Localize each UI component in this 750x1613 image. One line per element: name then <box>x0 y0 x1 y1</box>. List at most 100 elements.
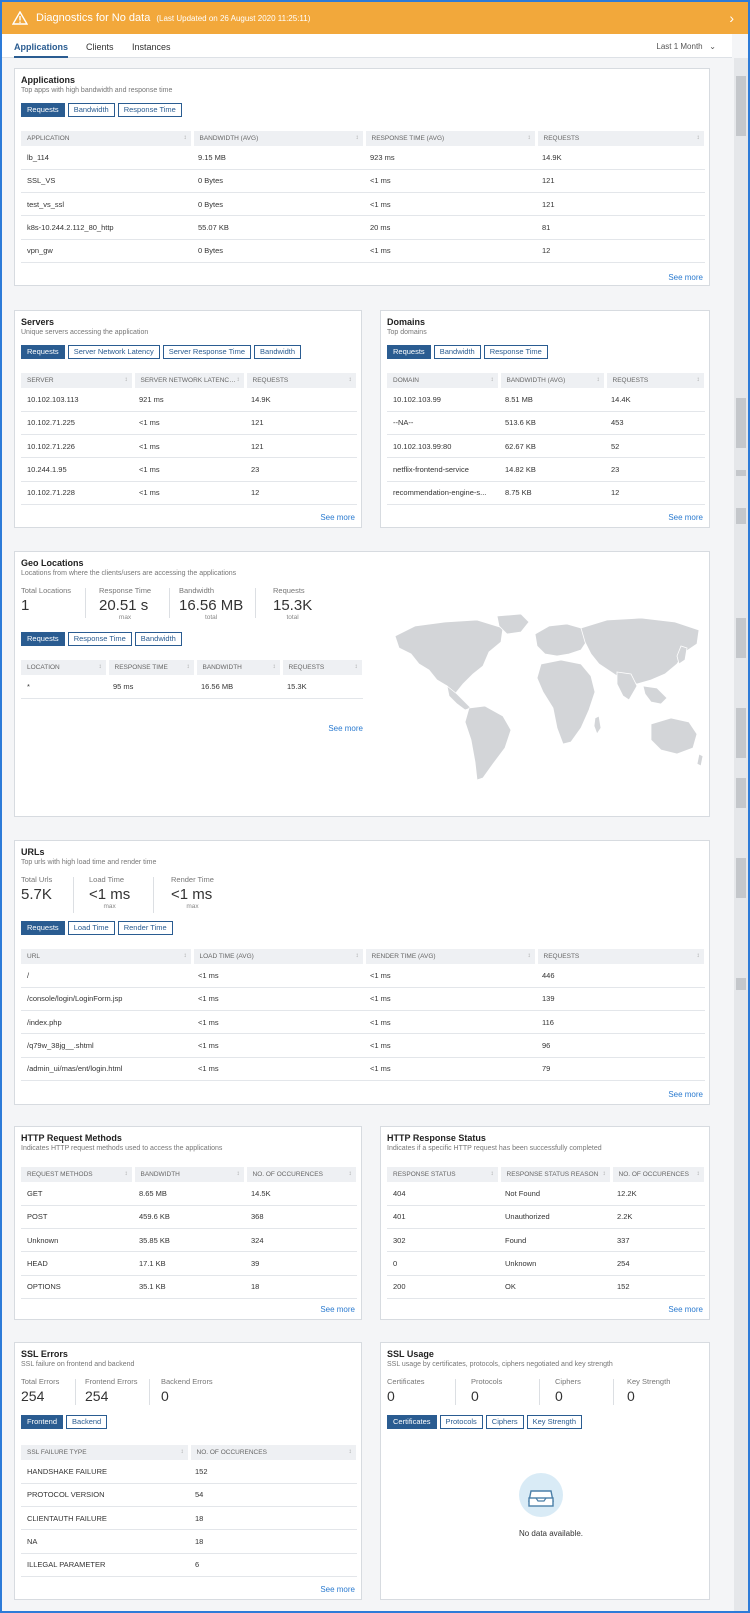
column-header[interactable]: DOMAIN ↕ <box>387 373 501 388</box>
key-strength-button[interactable]: Key Strength <box>526 1415 582 1429</box>
column-header[interactable]: SSL FAILURE TYPE ↕ <box>21 1445 191 1460</box>
table-row[interactable]: OPTIONS 35.1 KB 18 <box>21 1275 357 1299</box>
render-time-button[interactable]: Render Time <box>117 921 173 935</box>
column-header[interactable]: SERVER NETWORK LATENCY (... ↕ <box>133 373 247 388</box>
table-row[interactable]: 10.244.1.95 <1 ms 23 <box>21 457 357 482</box>
column-header[interactable]: RESPONSE STATUS ↕ <box>387 1167 501 1182</box>
column-header[interactable]: BANDWIDTH ↕ <box>195 660 283 675</box>
requests-button[interactable]: Requests <box>21 345 65 359</box>
table-row[interactable]: Unknown 35.85 KB 324 <box>21 1228 357 1253</box>
server-response-time-button[interactable]: Server Response Time <box>162 345 252 359</box>
table-row[interactable]: NA 18 <box>21 1529 357 1554</box>
table-row[interactable]: * 95 ms 16.56 MB 15.3K <box>21 675 363 699</box>
table-row[interactable]: HANDSHAKE FAILURE 152 <box>21 1460 357 1484</box>
column-header[interactable]: NO. OF OCCURENCES ↕ <box>611 1167 707 1182</box>
response-time-button[interactable]: Response Time <box>483 345 548 359</box>
certificates-button[interactable]: Certificates <box>387 1415 437 1429</box>
column-header[interactable]: RESPONSE STATUS REASON ↕ <box>499 1167 613 1182</box>
backend-button[interactable]: Backend <box>66 1415 108 1429</box>
table-row[interactable]: /index.php <1 ms <1 ms 116 <box>21 1010 705 1035</box>
table-row[interactable]: 10.102.71.228 <1 ms 12 <box>21 481 357 505</box>
table-row[interactable]: CLIENTAUTH FAILURE 18 <box>21 1506 357 1531</box>
table-row[interactable]: HEAD 17.1 KB 39 <box>21 1251 357 1276</box>
column-header[interactable]: BANDWIDTH ↕ <box>133 1167 247 1182</box>
table-row[interactable]: PROTOCOL VERSION 54 <box>21 1483 357 1508</box>
column-header[interactable]: APPLICATION ↕ <box>21 131 194 146</box>
table-row[interactable]: /q79w_38jg__.shtml <1 ms <1 ms 96 <box>21 1033 705 1058</box>
load-time-button[interactable]: Load Time <box>67 921 115 935</box>
table-row[interactable]: 302 Found 337 <box>387 1228 705 1253</box>
column-header[interactable]: REQUESTS ↕ <box>281 660 365 675</box>
diagnostics-banner[interactable]: Diagnostics for No data (Last Updated on… <box>2 2 748 34</box>
table-row[interactable]: test_vs_ssl 0 Bytes <1 ms 121 <box>21 192 705 217</box>
column-header[interactable]: BANDWIDTH (AVG) ↕ <box>192 131 366 146</box>
table-row[interactable]: 0 Unknown 254 <box>387 1251 705 1276</box>
column-header[interactable]: REQUEST METHODS ↕ <box>21 1167 135 1182</box>
column-header[interactable]: RENDER TIME (AVG) ↕ <box>364 949 538 964</box>
table-row[interactable]: 401 Unauthorized 2.2K <box>387 1205 705 1230</box>
column-header[interactable]: URL ↕ <box>21 949 194 964</box>
tab-applications[interactable]: Applications <box>14 42 69 58</box>
table-row[interactable]: recommendation-engine-s... 8.75 KB 12 <box>387 481 705 505</box>
see-more-link[interactable]: See more <box>668 1090 703 1099</box>
table-row[interactable]: --NA-- 513.6 KB 453 <box>387 411 705 436</box>
table-row[interactable]: GET 8.65 MB 14.5K <box>21 1182 357 1206</box>
column-header[interactable]: NO. OF OCCURENCES ↕ <box>245 1167 359 1182</box>
tab-instances[interactable]: Instances <box>132 42 171 52</box>
column-header[interactable]: REQUESTS ↕ <box>536 949 707 964</box>
table-row[interactable]: 10.102.103.99:80 62.67 KB 52 <box>387 434 705 459</box>
table-row[interactable]: ILLEGAL PARAMETER 6 <box>21 1553 357 1577</box>
column-header[interactable]: RESPONSE TIME ↕ <box>107 660 197 675</box>
column-header[interactable]: RESPONSE TIME (AVG) ↕ <box>364 131 538 146</box>
page-scrollbar[interactable] <box>734 58 748 1611</box>
see-more-link[interactable]: See more <box>328 724 363 733</box>
column-header[interactable]: SERVER ↕ <box>21 373 135 388</box>
requests-button[interactable]: Requests <box>21 103 65 117</box>
time-range-select[interactable]: Last 1 Month ⌄ <box>656 42 716 51</box>
bandwidth-button[interactable]: Bandwidth <box>67 103 115 117</box>
requests-button[interactable]: Requests <box>21 632 65 646</box>
bandwidth-button[interactable]: Bandwidth <box>433 345 481 359</box>
scrollbar-thumb[interactable] <box>736 76 746 136</box>
table-row[interactable]: POST 459.6 KB 368 <box>21 1205 357 1230</box>
table-row[interactable]: 10.102.103.99 8.51 MB 14.4K <box>387 388 705 412</box>
table-row[interactable]: 10.102.71.225 <1 ms 121 <box>21 411 357 436</box>
server-network-latency-button[interactable]: Server Network Latency <box>67 345 160 359</box>
frontend-button[interactable]: Frontend <box>21 1415 64 1429</box>
table-row[interactable]: /admin_ui/mas/ent/login.html <1 ms <1 ms 79 <box>21 1057 705 1081</box>
column-header[interactable]: REQUESTS ↕ <box>536 131 707 146</box>
see-more-link[interactable]: See more <box>320 1585 355 1594</box>
requests-button[interactable]: Requests <box>21 921 65 935</box>
table-row[interactable]: netflix-frontend-service 14.82 KB 23 <box>387 457 705 482</box>
table-row[interactable]: 200 OK 152 <box>387 1275 705 1299</box>
world-map[interactable] <box>385 608 705 788</box>
table-row[interactable]: 404 Not Found 12.2K <box>387 1182 705 1206</box>
response-time-button[interactable]: Response Time <box>67 632 132 646</box>
see-more-link[interactable]: See more <box>320 513 355 522</box>
table-row[interactable]: vpn_gw 0 Bytes <1 ms 12 <box>21 239 705 263</box>
column-header[interactable]: LOAD TIME (AVG) ↕ <box>192 949 366 964</box>
requests-button[interactable]: Requests <box>387 345 431 359</box>
column-header[interactable]: NO. OF OCCURENCES ↕ <box>189 1445 359 1460</box>
chevron-right-icon[interactable]: › <box>729 10 734 26</box>
ciphers-button[interactable]: Ciphers <box>485 1415 524 1429</box>
table-row[interactable]: k8s-10.244.2.112_80_http 55.07 KB 20 ms 81 <box>21 215 705 240</box>
column-header[interactable]: REQUESTS ↕ <box>245 373 359 388</box>
bandwidth-button[interactable]: Bandwidth <box>254 345 302 359</box>
table-row[interactable]: SSL_VS 0 Bytes <1 ms 121 <box>21 169 705 194</box>
table-row[interactable]: lb_114 9.15 MB 923 ms 14.9K <box>21 146 705 170</box>
table-row[interactable]: 10.102.71.226 <1 ms 121 <box>21 434 357 459</box>
tab-clients[interactable]: Clients <box>86 42 114 52</box>
bandwidth-button[interactable]: Bandwidth <box>134 632 182 646</box>
see-more-link[interactable]: See more <box>668 1305 703 1314</box>
see-more-link[interactable]: See more <box>668 513 703 522</box>
protocols-button[interactable]: Protocols <box>439 1415 483 1429</box>
table-row[interactable]: /console/login/LoginForm.jsp <1 ms <1 ms 13… <box>21 987 705 1012</box>
column-header[interactable]: BANDWIDTH (AVG) ↕ <box>499 373 607 388</box>
column-header[interactable]: REQUESTS ↕ <box>605 373 707 388</box>
column-header[interactable]: LOCATION ↕ <box>21 660 109 675</box>
table-row[interactable]: / <1 ms <1 ms 446 <box>21 964 705 988</box>
response-time-button[interactable]: Response Time <box>117 103 182 117</box>
see-more-link[interactable]: See more <box>320 1305 355 1314</box>
see-more-link[interactable]: See more <box>668 273 703 282</box>
